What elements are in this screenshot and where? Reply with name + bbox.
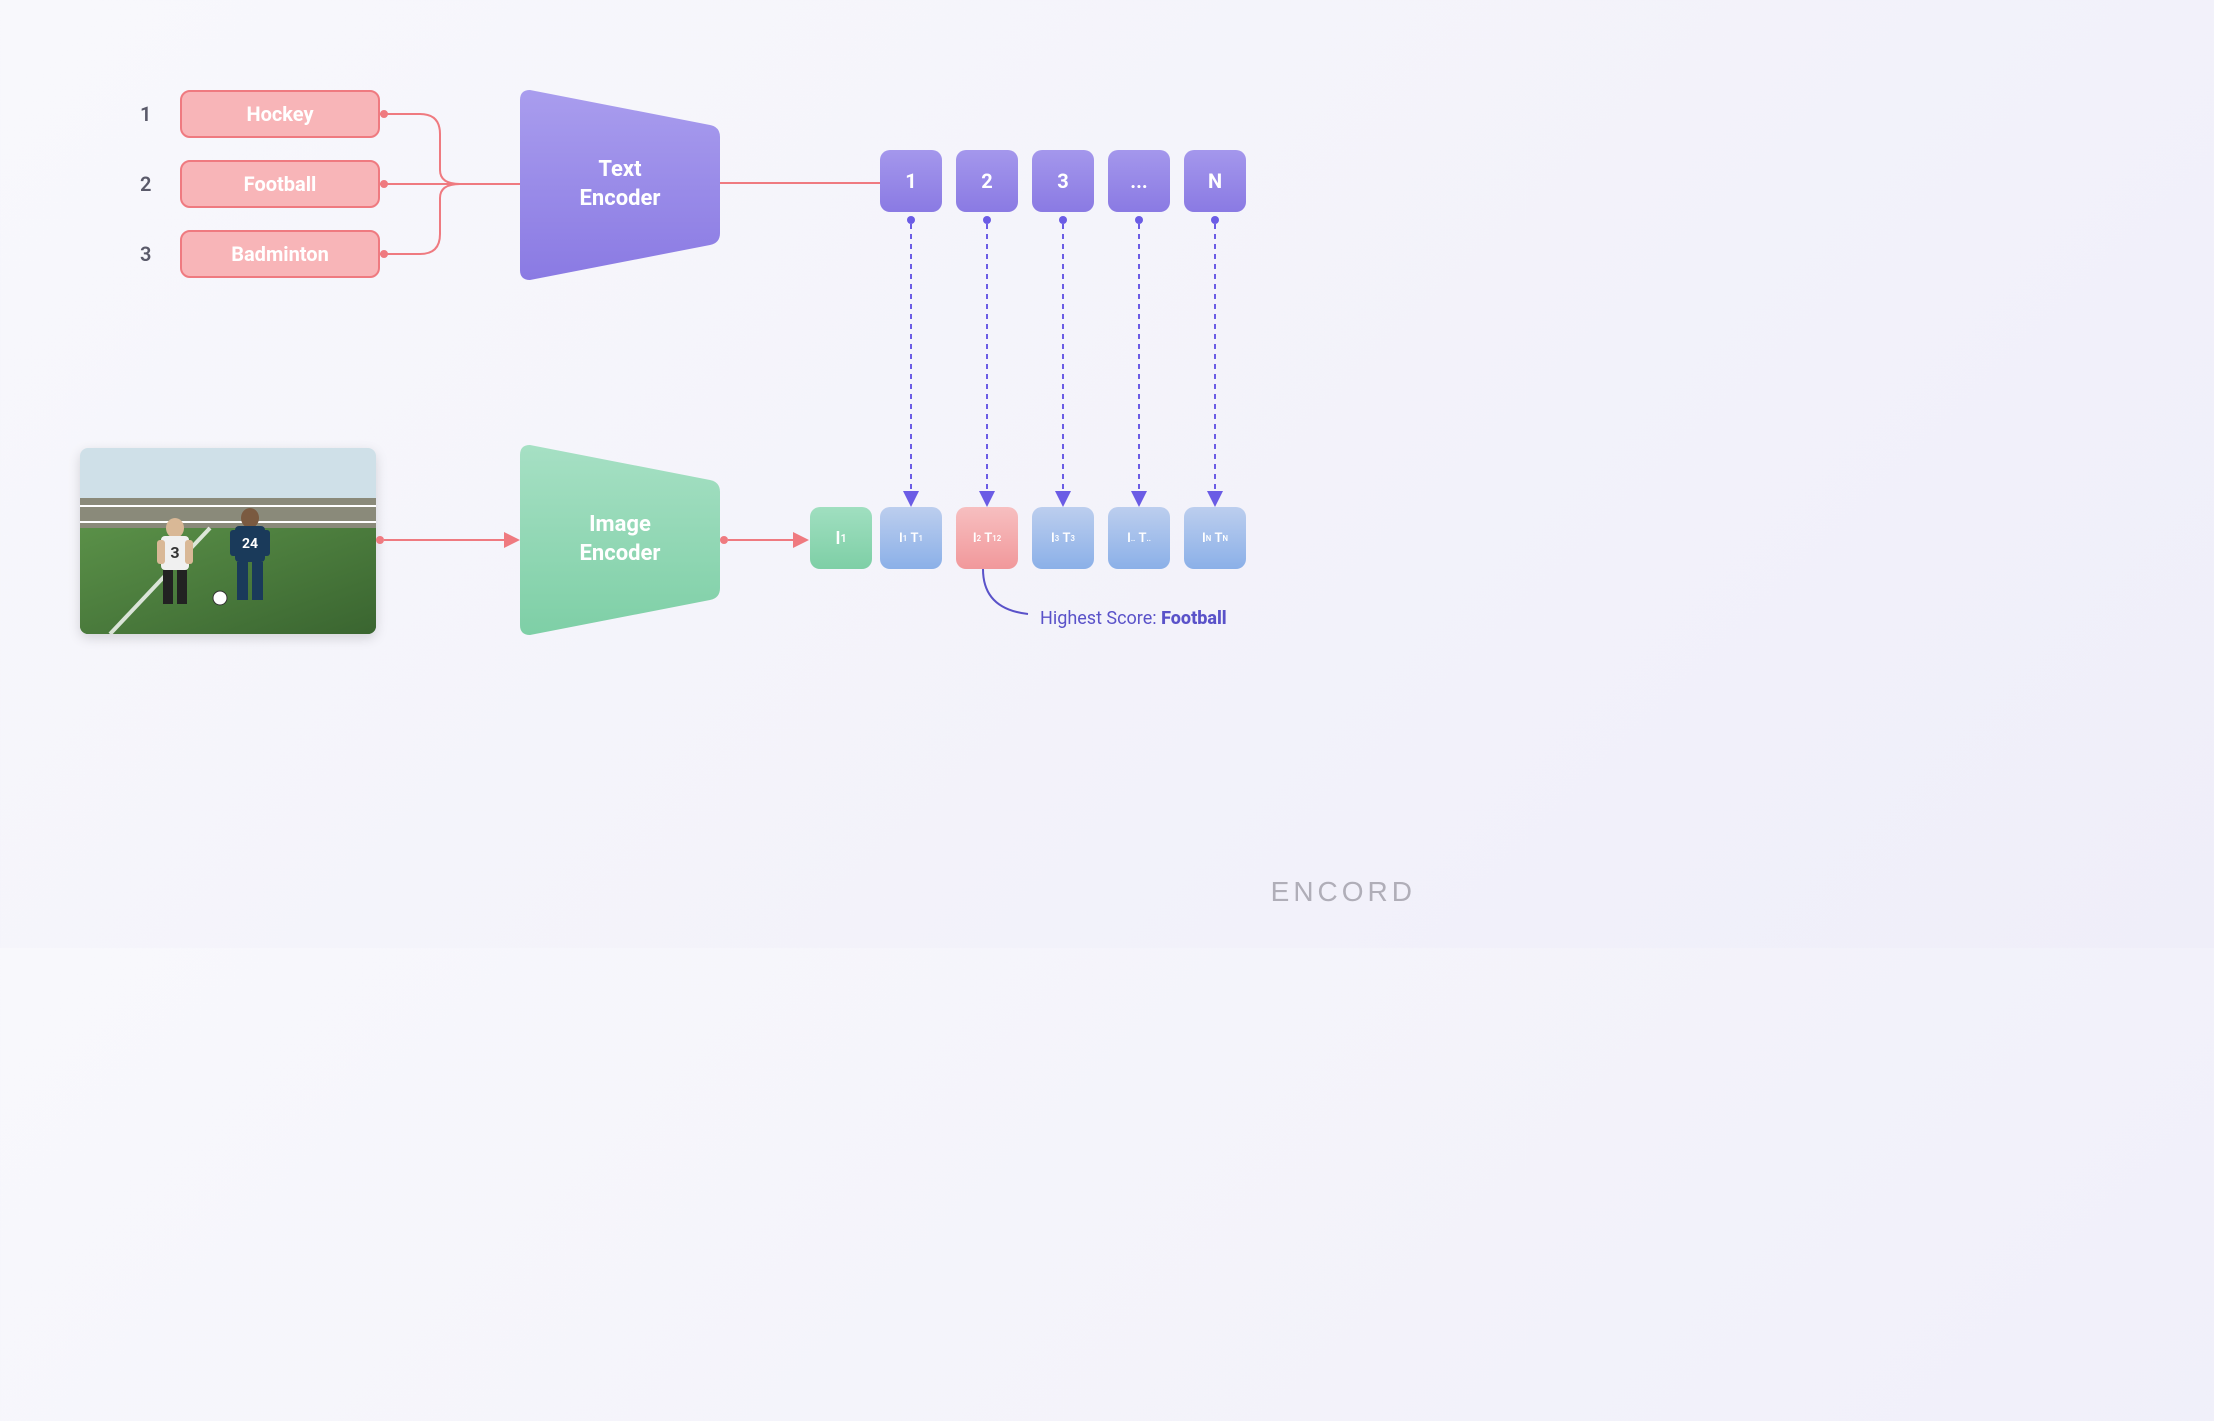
connector-imgencoder-to-i1 bbox=[720, 530, 815, 550]
text-input-hockey: Hockey bbox=[180, 90, 380, 138]
score-box-1: I1 T1 bbox=[880, 507, 942, 569]
result-label: Highest Score: Football bbox=[1040, 608, 1227, 629]
brand-logo: ENCORD bbox=[1271, 876, 1416, 908]
score-box-3: I3 T3 bbox=[1032, 507, 1094, 569]
svg-text:3: 3 bbox=[170, 543, 179, 562]
input-image-football: 3 24 bbox=[80, 448, 376, 634]
connector-inputs-to-encoder bbox=[380, 80, 540, 300]
text-encoder: TextEncoder bbox=[520, 90, 720, 280]
dashed-arrows-down bbox=[870, 212, 1270, 512]
connector-image-to-encoder bbox=[376, 530, 526, 550]
score-box-2-highest: I2 T12 bbox=[956, 507, 1018, 569]
image-encoder: ImageEncoder bbox=[520, 445, 720, 635]
text-embedding-n: N bbox=[1184, 150, 1246, 212]
svg-text:24: 24 bbox=[242, 536, 258, 552]
image-encoder-label: ImageEncoder bbox=[580, 511, 661, 568]
input-number-1: 1 bbox=[140, 102, 151, 126]
image-embedding-i1: I1 bbox=[810, 507, 872, 569]
result-prefix: Highest Score: bbox=[1040, 608, 1157, 629]
text-encoder-label: TextEncoder bbox=[580, 156, 661, 213]
input-number-3: 3 bbox=[140, 242, 151, 266]
input-number-2: 2 bbox=[140, 172, 151, 196]
text-input-badminton: Badminton bbox=[180, 230, 380, 278]
text-input-football: Football bbox=[180, 160, 380, 208]
connector-result-pointer bbox=[968, 569, 1038, 629]
text-embedding-2: 2 bbox=[956, 150, 1018, 212]
score-box-n: IN TN bbox=[1184, 507, 1246, 569]
text-embedding-3: 3 bbox=[1032, 150, 1094, 212]
text-embedding-ellipsis: ... bbox=[1108, 150, 1170, 212]
score-box-ellipsis: I.. T.. bbox=[1108, 507, 1170, 569]
text-embedding-1: 1 bbox=[880, 150, 942, 212]
result-value: Football bbox=[1161, 608, 1227, 629]
connector-encoder-to-outputs bbox=[720, 178, 885, 188]
